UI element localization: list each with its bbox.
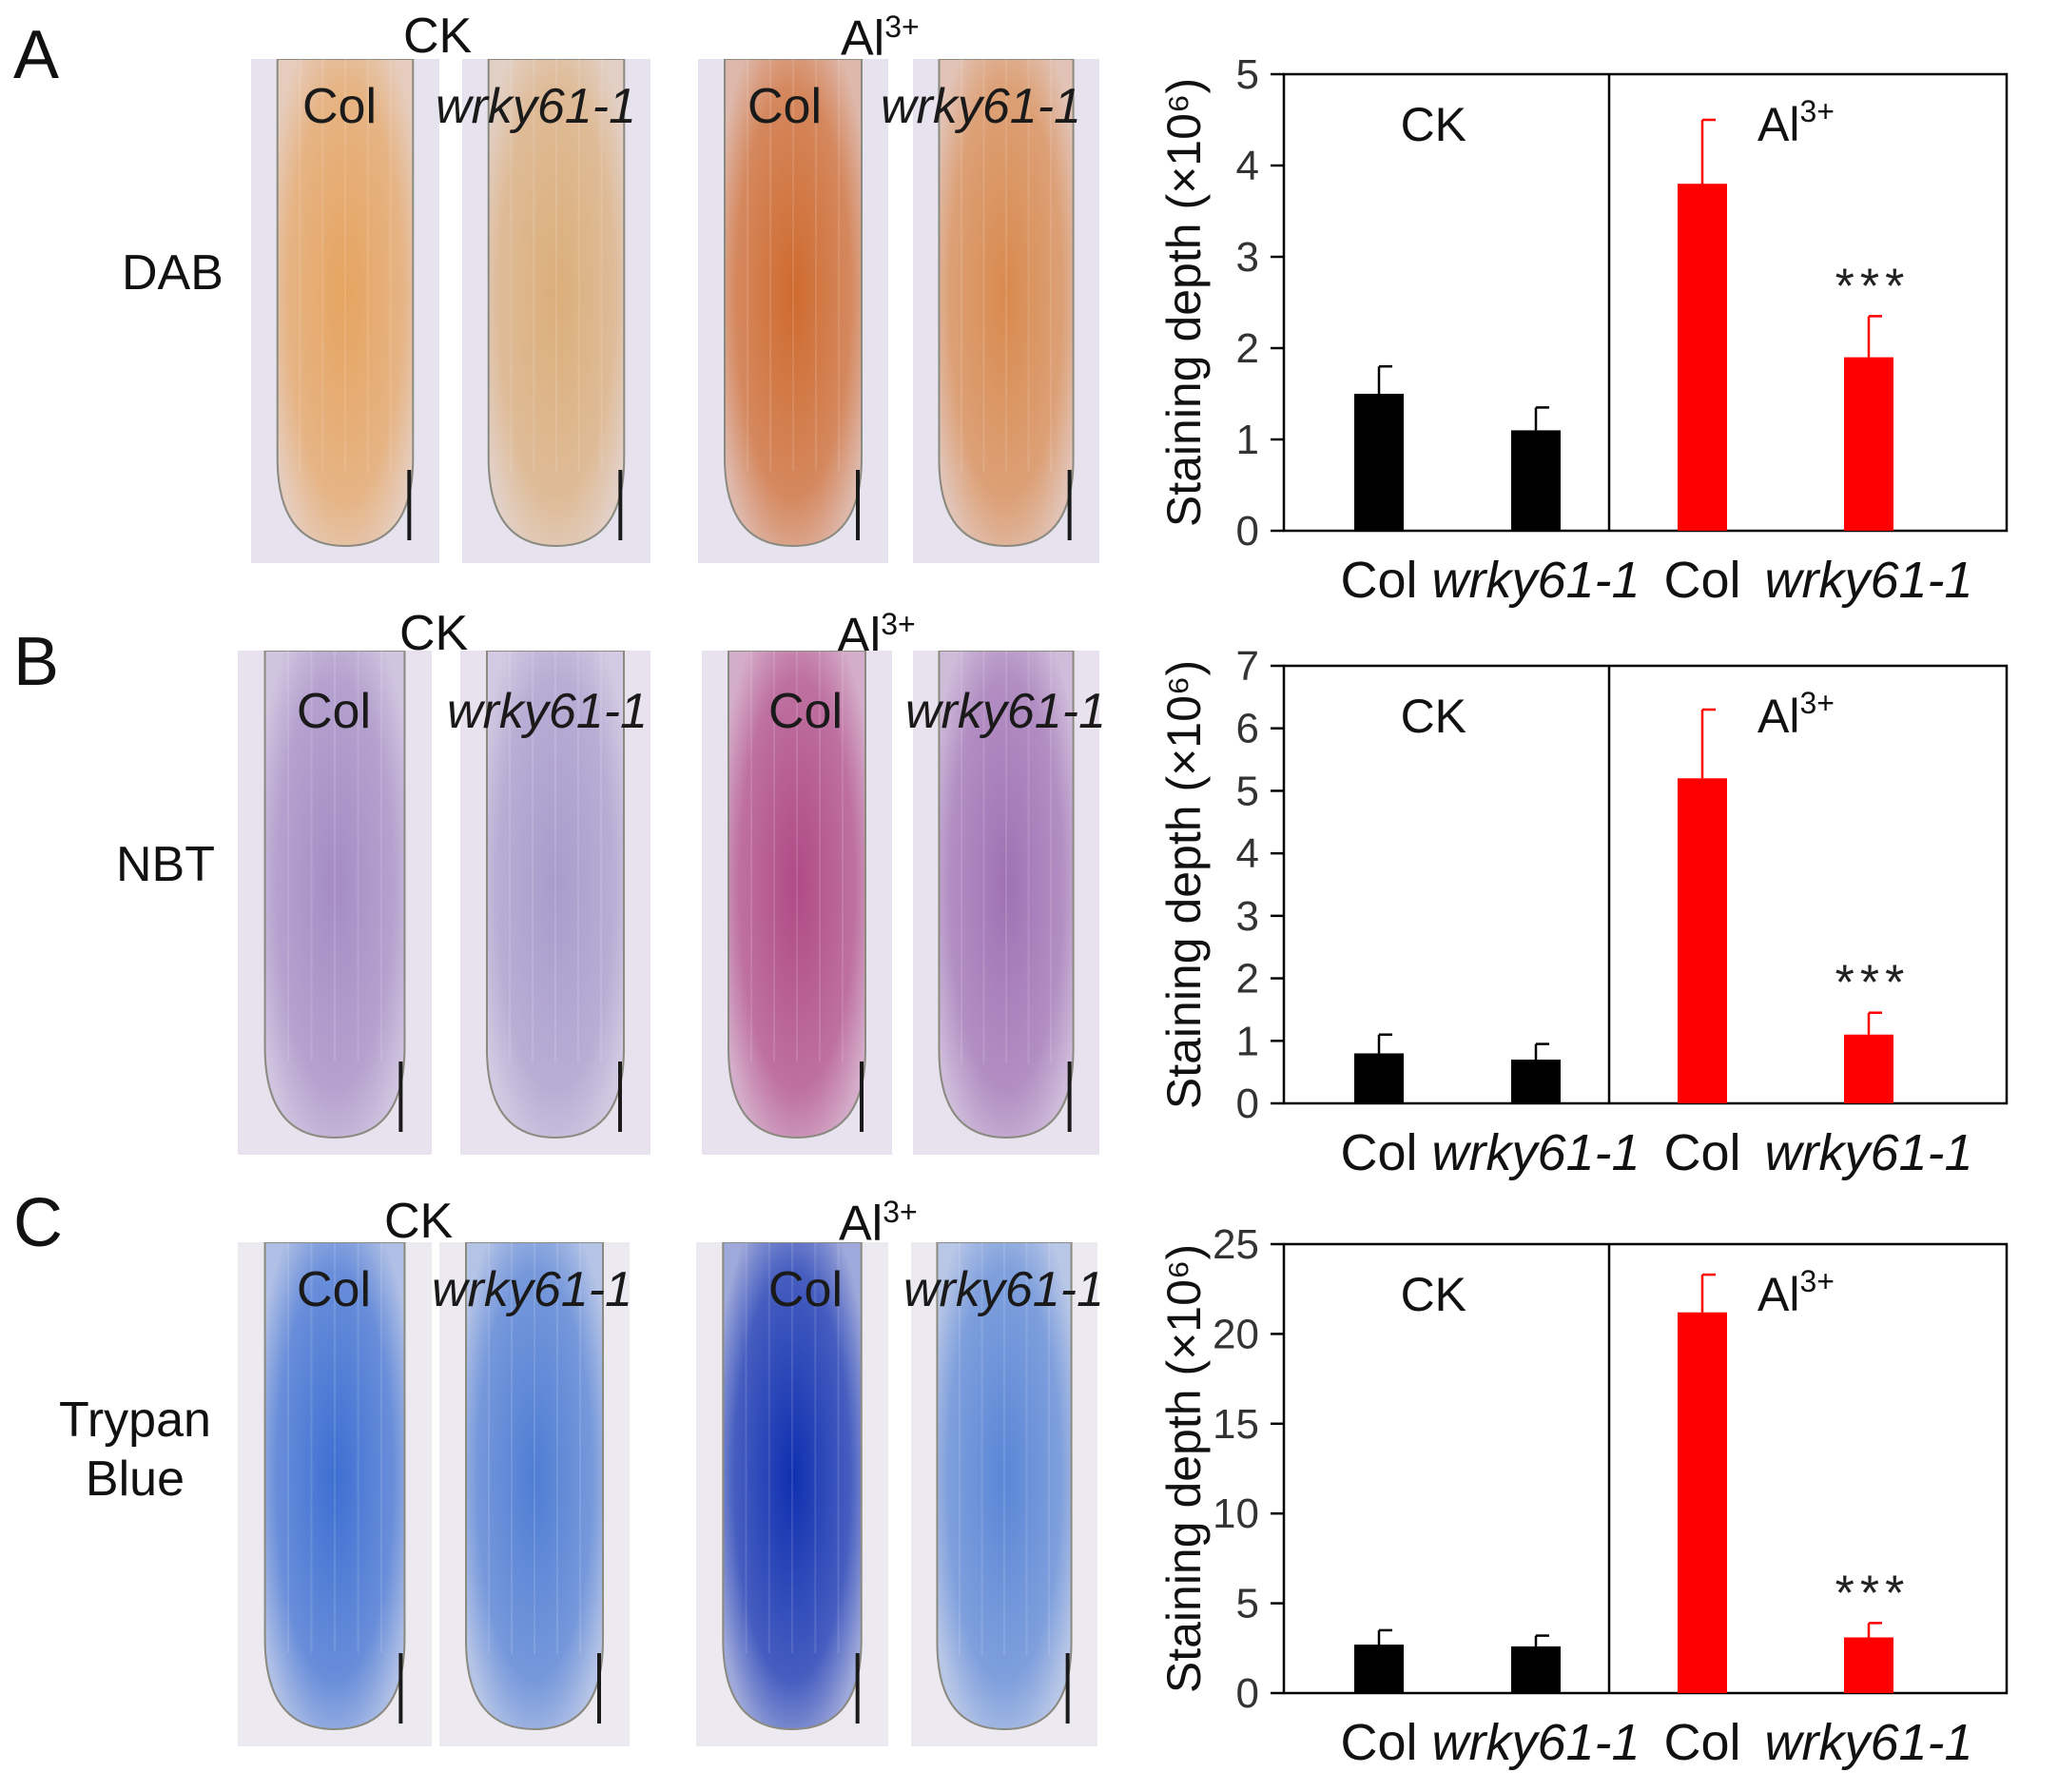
- micrograph: [913, 59, 1099, 563]
- genotype-label: wrky61-1: [447, 684, 648, 739]
- genotype-label: wrky61-1: [881, 79, 1081, 134]
- micrograph: [911, 1242, 1097, 1746]
- genotype-label: Col: [302, 79, 378, 134]
- y-axis-label: Staining depth (×10⁶): [1157, 1244, 1211, 1693]
- panel-letter-a: A: [13, 17, 60, 93]
- group-label: Al3+: [1757, 1264, 1835, 1321]
- y-tick-label: 7: [1236, 643, 1259, 690]
- group-label: CK: [1401, 690, 1466, 743]
- category-label: wrky61-1: [1431, 1124, 1640, 1181]
- condition-label-ck: CK: [384, 1194, 454, 1249]
- category-label: wrky61-1: [1764, 552, 1972, 609]
- genotype-label: Col: [297, 1262, 372, 1317]
- bar: [1511, 430, 1561, 531]
- micrograph: [913, 651, 1099, 1155]
- micrograph: [439, 1242, 630, 1746]
- bar: [1844, 1034, 1893, 1103]
- stain-label: Trypan Blue: [59, 1393, 211, 1508]
- bar: [1678, 1312, 1727, 1693]
- bar-chart-a: 0 1 2 3 4 5 Staining depth (×10⁶) CK Al3+ Col wrky…: [1141, 38, 2035, 628]
- y-tick-label: 10: [1213, 1490, 1259, 1537]
- condition-label-ck: CK: [403, 9, 473, 64]
- y-tick-label: 20: [1213, 1311, 1259, 1357]
- bar: [1511, 1060, 1561, 1103]
- bar: [1354, 394, 1404, 531]
- micrograph: [238, 1242, 432, 1746]
- category-label: wrky61-1: [1431, 1714, 1640, 1771]
- y-tick-label: 3: [1236, 893, 1259, 940]
- y-tick-label: 2: [1236, 325, 1259, 372]
- category-label: Col: [1340, 1124, 1417, 1181]
- y-tick-label: 0: [1236, 1081, 1259, 1127]
- genotype-label: wrky61-1: [436, 79, 636, 134]
- y-tick-label: 15: [1213, 1401, 1259, 1448]
- plot-frame: [1282, 1242, 2009, 1695]
- genotype-label: wrky61-1: [905, 684, 1106, 739]
- y-tick-label: 5: [1236, 51, 1259, 98]
- bar: [1844, 1637, 1893, 1693]
- bar: [1354, 1645, 1404, 1693]
- condition-label-al: Al3+: [841, 10, 920, 67]
- y-tick-label: 6: [1236, 706, 1259, 752]
- bar-chart-b: 0 1 2 3 4 5 6 7 Staining depth (×10⁶) CK Al3+ Col wr…: [1141, 630, 2035, 1200]
- category-label: Col: [1340, 552, 1417, 609]
- y-tick-label: 5: [1236, 1581, 1259, 1627]
- y-tick-label: 2: [1236, 956, 1259, 1003]
- group-label: Al3+: [1757, 686, 1835, 743]
- y-tick-label: 1: [1236, 417, 1259, 463]
- bar: [1511, 1646, 1561, 1693]
- bar: [1678, 184, 1727, 531]
- genotype-label: wrky61-1: [432, 1262, 632, 1317]
- category-label: wrky61-1: [1764, 1124, 1972, 1181]
- group-label: Al3+: [1757, 94, 1835, 151]
- category-label: wrky61-1: [1764, 1714, 1972, 1771]
- genotype-label: Col: [768, 1262, 844, 1317]
- micrograph: [702, 651, 892, 1155]
- micrograph: [238, 651, 432, 1155]
- significance-label: ***: [1835, 1566, 1911, 1621]
- panel-letter-b: B: [13, 624, 60, 700]
- significance-label: ***: [1835, 956, 1911, 1011]
- genotype-label: wrky61-1: [903, 1262, 1104, 1317]
- bar: [1354, 1053, 1404, 1103]
- stain-label: DAB: [122, 245, 223, 301]
- category-label: Col: [1663, 1714, 1740, 1771]
- stain-label: NBT: [116, 837, 215, 892]
- bar: [1844, 357, 1893, 531]
- y-tick-label: 0: [1236, 1670, 1259, 1717]
- category-label: Col: [1663, 1124, 1740, 1181]
- y-tick-label: 5: [1236, 768, 1259, 814]
- condition-label-al: Al3+: [839, 1195, 918, 1252]
- bar-chart-c: 0 5 10 15 20 25 Staining depth (×10⁶) CK Al3+ Col…: [1141, 1208, 2035, 1790]
- y-tick-label: 0: [1236, 508, 1259, 555]
- micrograph: [251, 59, 439, 563]
- genotype-label: Col: [747, 79, 823, 134]
- plot-frame: [1282, 664, 2009, 1105]
- y-tick-label: 25: [1213, 1221, 1259, 1268]
- panel-letter-c: C: [13, 1185, 63, 1261]
- y-axis-label: Staining depth (×10⁶): [1157, 660, 1211, 1109]
- category-label: Col: [1663, 552, 1740, 609]
- condition-label-ck: CK: [399, 606, 469, 661]
- group-label: CK: [1401, 1268, 1466, 1321]
- y-tick-label: 4: [1236, 830, 1259, 877]
- micrograph: [696, 1242, 888, 1746]
- bar: [1678, 778, 1727, 1103]
- y-tick-label: 4: [1236, 143, 1259, 189]
- micrograph: [698, 59, 888, 563]
- genotype-label: Col: [768, 684, 844, 739]
- micrograph: [462, 59, 650, 563]
- genotype-label: Col: [297, 684, 372, 739]
- micrograph: [460, 651, 650, 1155]
- group-label: CK: [1401, 98, 1466, 151]
- category-label: Col: [1340, 1714, 1417, 1771]
- category-label: wrky61-1: [1431, 552, 1640, 609]
- plot-frame: [1282, 72, 2009, 533]
- y-axis-label: Staining depth (×10⁶): [1157, 78, 1211, 527]
- y-tick-label: 3: [1236, 234, 1259, 281]
- y-tick-label: 1: [1236, 1018, 1259, 1064]
- significance-label: ***: [1835, 259, 1911, 314]
